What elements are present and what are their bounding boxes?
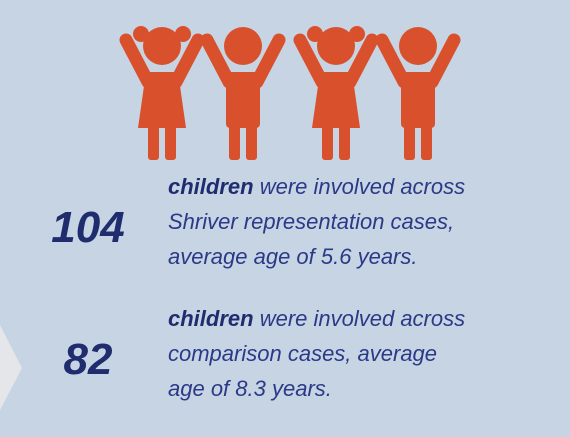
leg: [165, 120, 176, 160]
leg: [148, 120, 159, 160]
arm: [375, 33, 411, 89]
children-icons: [119, 26, 461, 160]
stats: 104 children were involved across Shriver …: [51, 174, 465, 401]
stat-line: age of 8.3 years.: [168, 376, 332, 401]
stat-text: were involved across: [254, 306, 466, 331]
head: [399, 27, 437, 65]
pigtail: [307, 26, 323, 42]
left-arrow: [0, 325, 22, 410]
leg: [246, 120, 257, 160]
stat-number: 82: [64, 335, 113, 384]
arm: [293, 33, 329, 89]
girl-icon: [293, 26, 379, 160]
arm: [250, 33, 286, 89]
leg: [404, 120, 415, 160]
body: [401, 72, 435, 128]
dress: [312, 72, 360, 128]
arm: [343, 33, 379, 89]
girl-icon: [119, 26, 205, 160]
pigtail: [175, 26, 191, 42]
leg: [229, 120, 240, 160]
stat-text: age of 8.3 years.: [168, 376, 332, 401]
arm: [119, 33, 155, 89]
stat-line: children were involved across: [168, 174, 465, 199]
boy-icon: [200, 27, 286, 160]
body: [226, 72, 260, 128]
stat-line: average age of 5.6 years.: [168, 244, 418, 269]
stat-line: comparison cases, average: [168, 341, 437, 366]
head: [224, 27, 262, 65]
boy-icon: [375, 27, 461, 160]
arm: [425, 33, 461, 89]
stat-text: were involved across: [254, 174, 466, 199]
head: [143, 27, 181, 65]
dress: [138, 72, 186, 128]
stat-line: Shriver representation cases,: [168, 209, 454, 234]
stat-text: Shriver representation cases,: [168, 209, 454, 234]
pigtail: [133, 26, 149, 42]
stat-lead: children: [168, 174, 254, 199]
leg: [339, 120, 350, 160]
pigtail: [349, 26, 365, 42]
arm: [200, 33, 236, 89]
stat-number: 104: [51, 203, 124, 252]
stat-text: average age of 5.6 years.: [168, 244, 418, 269]
stat-line: children were involved across: [168, 306, 465, 331]
head: [317, 27, 355, 65]
leg: [421, 120, 432, 160]
stat-lead: children: [168, 306, 254, 331]
arm: [169, 33, 205, 89]
leg: [322, 120, 333, 160]
stat-text: comparison cases, average: [168, 341, 437, 366]
